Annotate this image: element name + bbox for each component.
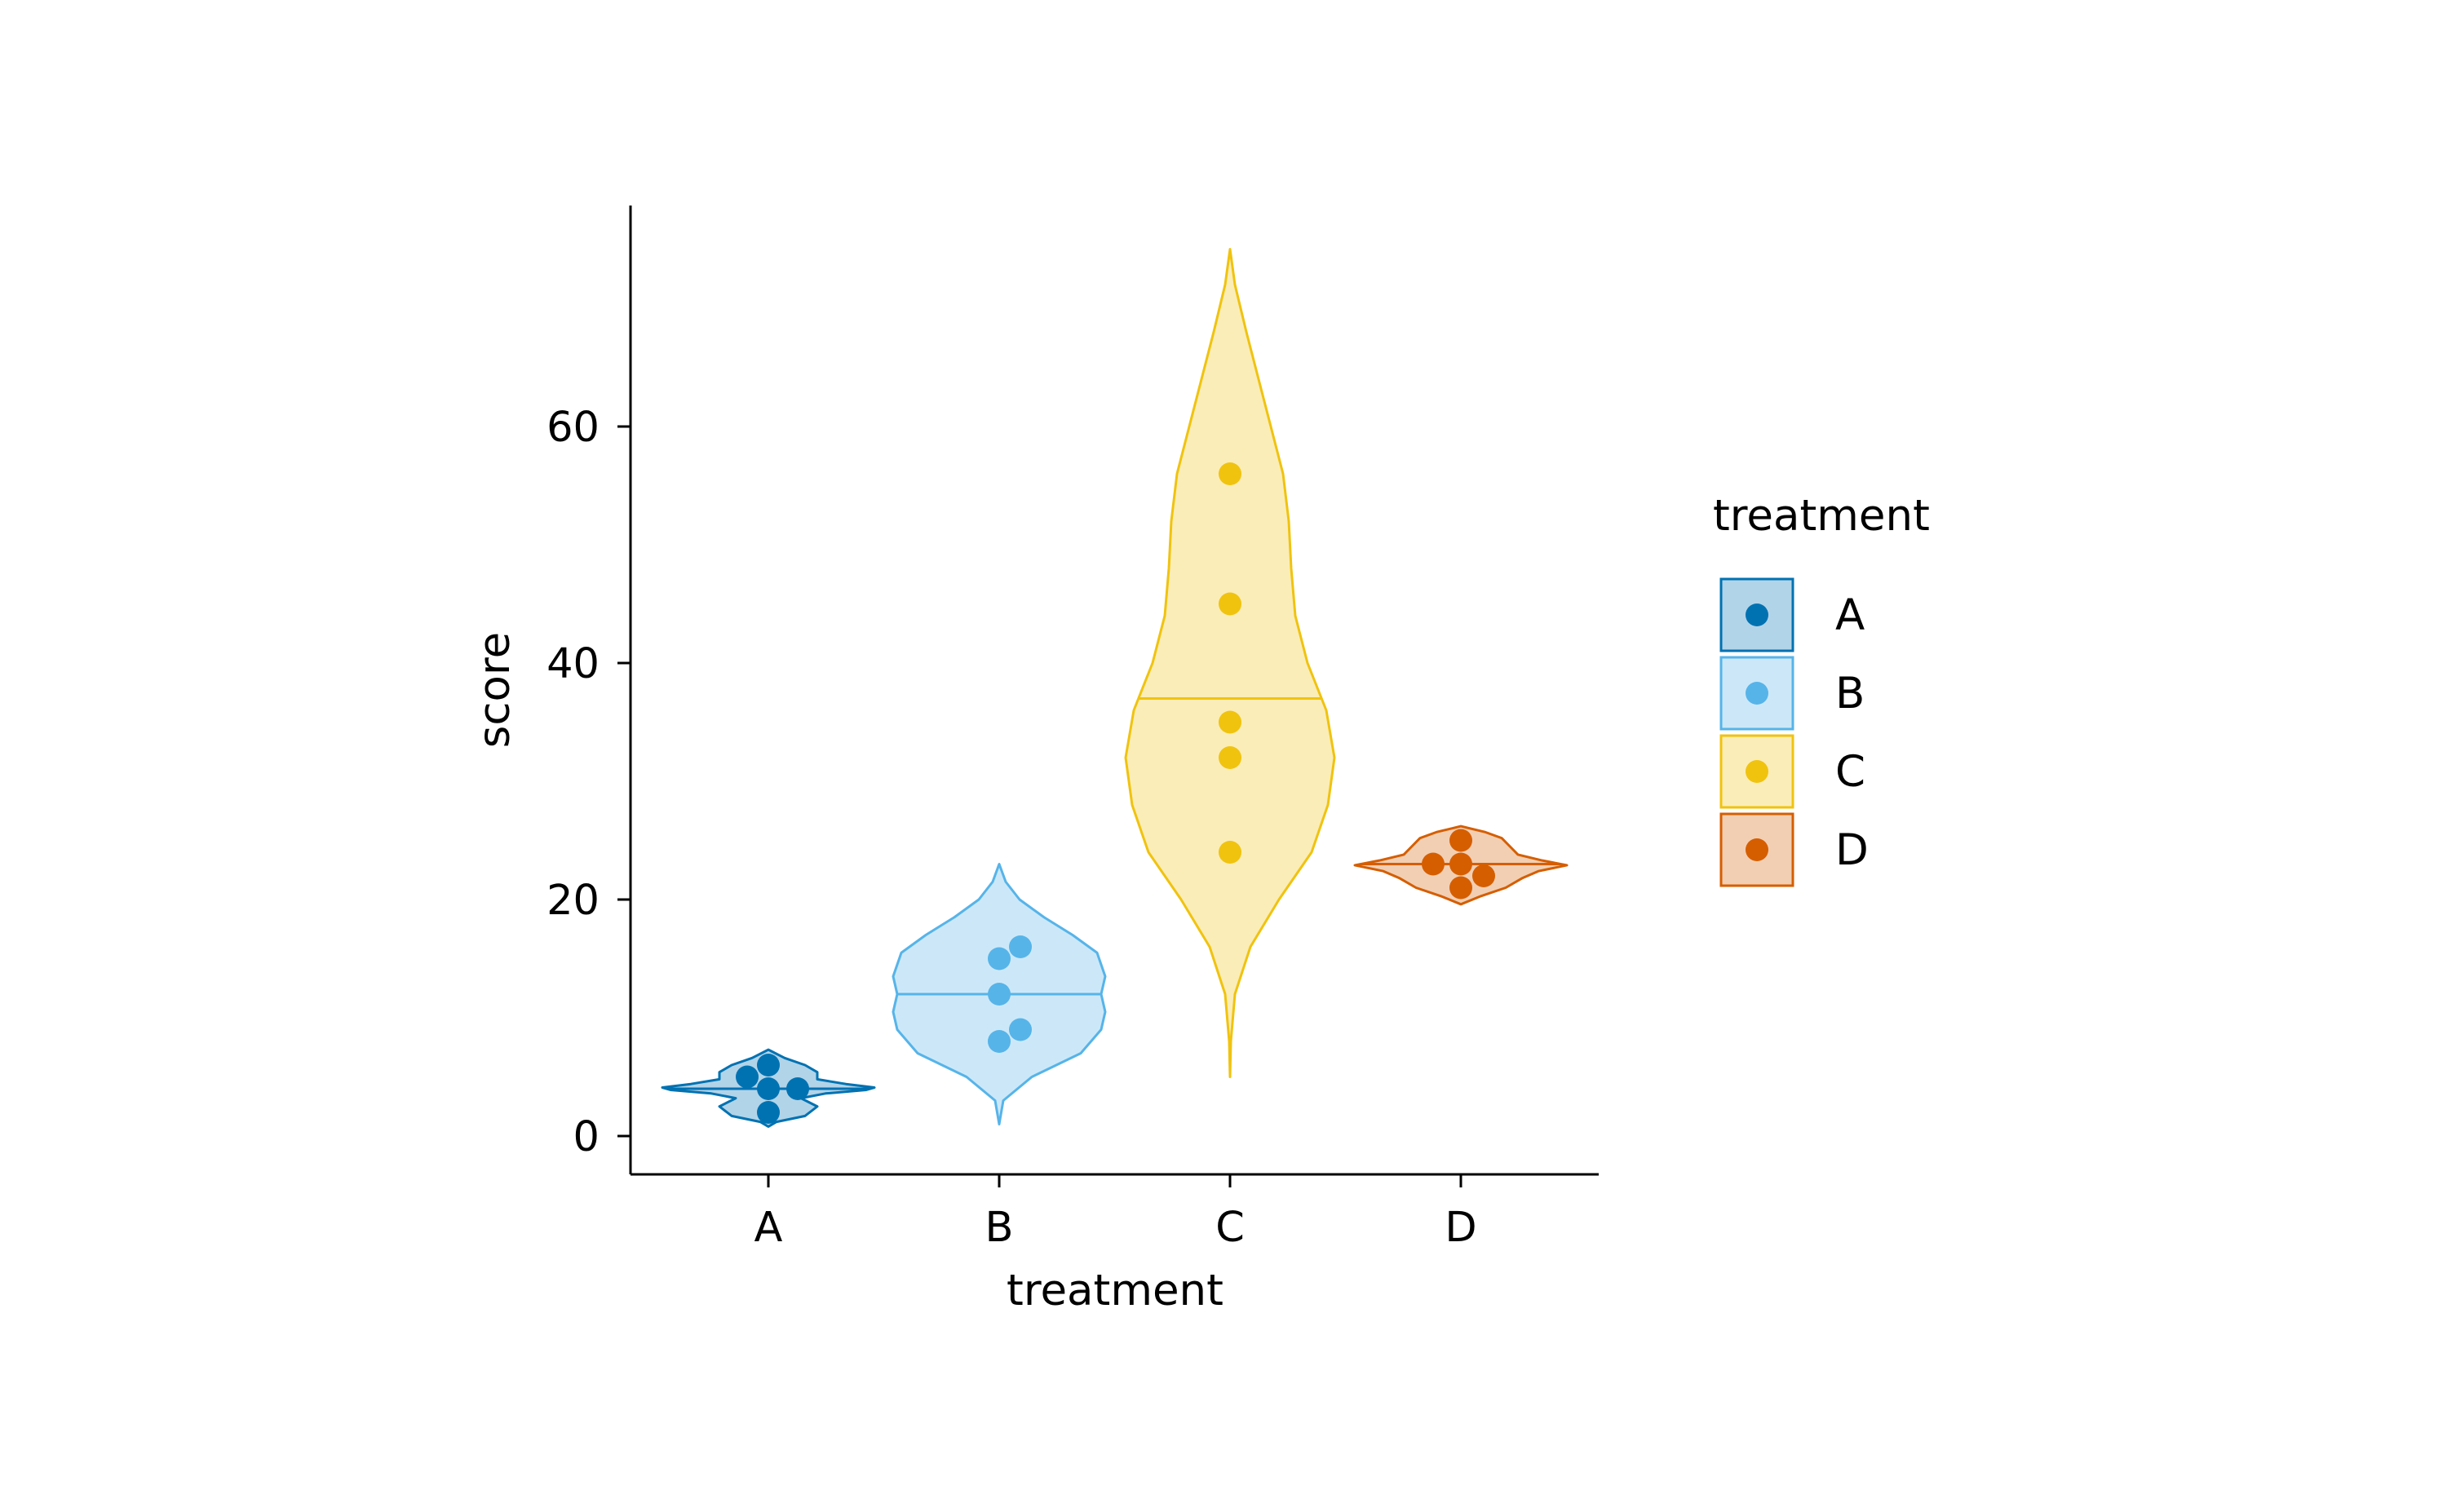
data-point-B bbox=[1009, 935, 1032, 958]
data-point-A bbox=[757, 1101, 780, 1124]
data-point-D bbox=[1449, 852, 1472, 876]
data-point-A bbox=[757, 1054, 780, 1077]
legend-entry-C: C bbox=[1719, 734, 1865, 809]
data-point-A bbox=[786, 1077, 809, 1100]
data-point-D bbox=[1422, 852, 1445, 876]
legend-label: B bbox=[1835, 669, 1865, 718]
x-tick-label: D bbox=[1445, 1204, 1476, 1252]
violin-layer bbox=[661, 248, 1569, 1128]
legend-label: A bbox=[1835, 590, 1865, 640]
data-point-A bbox=[736, 1065, 759, 1089]
x-tick-label: C bbox=[1215, 1204, 1245, 1252]
data-point-B bbox=[1009, 1018, 1032, 1041]
data-point-B bbox=[988, 947, 1011, 970]
legend-key-point bbox=[1746, 603, 1768, 626]
x-tick-label: B bbox=[985, 1204, 1014, 1252]
y-tick-label: 40 bbox=[546, 640, 600, 688]
point-layer bbox=[736, 462, 1495, 1124]
data-point-B bbox=[988, 983, 1011, 1006]
data-point-C bbox=[1219, 462, 1241, 485]
y-tick-label: 0 bbox=[573, 1113, 600, 1161]
data-point-C bbox=[1219, 710, 1241, 734]
x-axis: A B C D bbox=[631, 1173, 1599, 1252]
violin-C bbox=[1124, 248, 1336, 1078]
y-tick-label: 60 bbox=[546, 404, 600, 452]
legend-key-point bbox=[1746, 838, 1768, 861]
legend-entry-B: B bbox=[1719, 656, 1865, 731]
y-axis-title: score bbox=[470, 632, 520, 748]
legend-entry-D: D bbox=[1719, 812, 1869, 887]
data-point-C bbox=[1219, 592, 1241, 616]
x-tick-label: A bbox=[754, 1204, 783, 1252]
data-point-D bbox=[1472, 864, 1495, 887]
data-point-D bbox=[1449, 876, 1472, 900]
x-axis-title: treatment bbox=[1007, 1266, 1224, 1315]
data-point-B bbox=[988, 1030, 1011, 1053]
legend-key-point bbox=[1746, 760, 1768, 783]
data-point-D bbox=[1449, 829, 1472, 852]
legend-key-point bbox=[1746, 682, 1768, 705]
y-axis: 0 20 40 60 bbox=[546, 206, 632, 1174]
data-point-C bbox=[1219, 746, 1241, 769]
legend-label: C bbox=[1835, 747, 1865, 797]
y-tick-label: 20 bbox=[546, 877, 600, 925]
data-point-A bbox=[757, 1077, 780, 1100]
y-ticks: 0 20 40 60 bbox=[546, 404, 631, 1161]
legend-entry-A: A bbox=[1719, 577, 1865, 652]
data-point-C bbox=[1219, 841, 1241, 864]
x-ticks: A B C D bbox=[754, 1174, 1477, 1252]
legend-label: D bbox=[1835, 825, 1869, 875]
legend-title: treatment bbox=[1713, 491, 1930, 541]
